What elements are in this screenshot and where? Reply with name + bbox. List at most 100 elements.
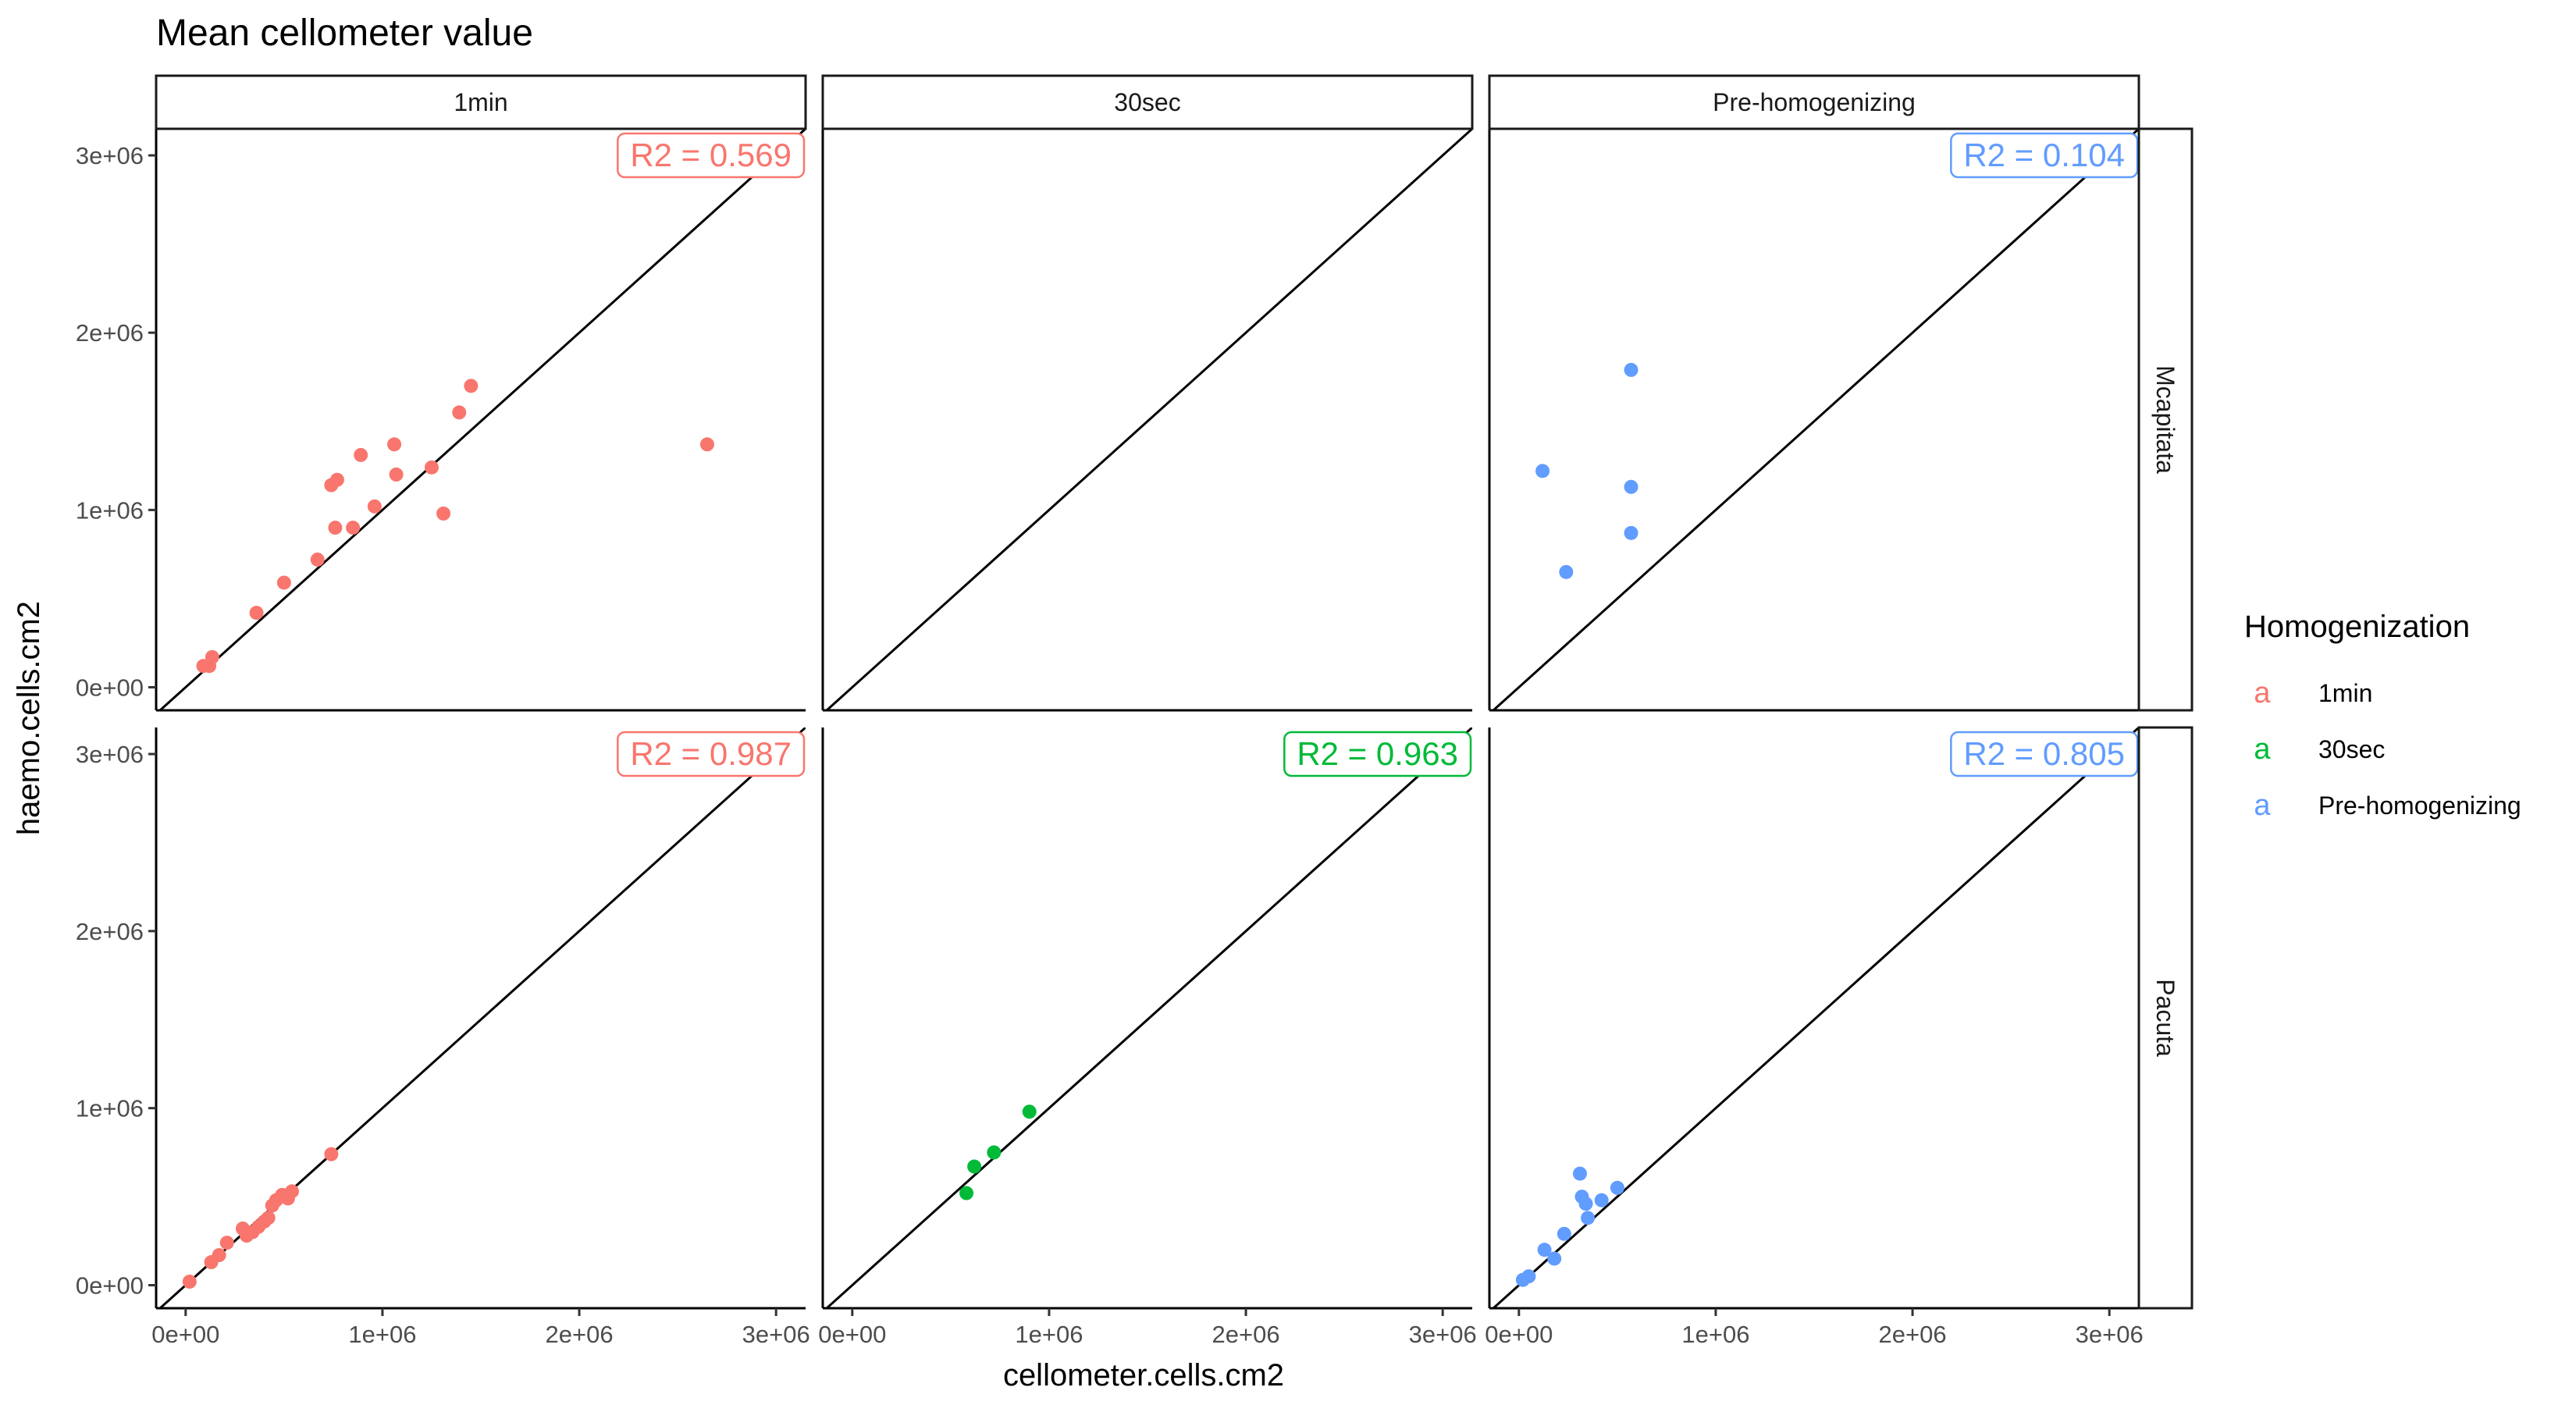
x-tick-label: 0e+00 — [151, 1321, 219, 1348]
data-point — [387, 437, 402, 452]
data-point — [328, 521, 343, 535]
x-axis-title: cellometer.cells.cm2 — [1003, 1358, 1284, 1393]
legend: Homogenization a 1min a 30sec a Pre-homogeniz… — [2244, 610, 2521, 822]
facet-strips: 1min 30sec Pre-homogenizing Mcapitata Pacuta — [155, 74, 2194, 1310]
legend-title: Homogenization — [2244, 610, 2470, 644]
legend-item-1min: a 1min — [2254, 677, 2372, 710]
x-tick-label: 3e+06 — [742, 1321, 810, 1348]
data-point — [1610, 1180, 1624, 1195]
legend-key: a — [2254, 677, 2271, 710]
chart-title: Mean cellometer value — [156, 12, 533, 54]
x-tick-label: 1e+06 — [1015, 1321, 1083, 1348]
r2-label: R2 = 0.569 — [617, 132, 806, 179]
y-tick-label: 0e+00 — [76, 1272, 144, 1300]
x-tick-label: 3e+06 — [2076, 1321, 2144, 1348]
x-tick-label: 2e+06 — [546, 1321, 614, 1348]
y-tick-label: 2e+06 — [76, 319, 144, 347]
axis-ticks: 0e+00 1e+06 2e+06 3e+06 0e+00 1e+06 2e+06 3e+06… — [76, 142, 2144, 1348]
x-tick-label: 1e+06 — [1681, 1321, 1749, 1348]
data-point — [310, 552, 325, 567]
panel-1min-mcapitata: R2 = 0.569 — [155, 129, 806, 712]
r2-text: R2 = 0.104 — [1963, 137, 2125, 173]
panel-30sec-mcapitata — [821, 129, 1472, 712]
strip-30sec: 30sec — [821, 74, 1474, 130]
identity-line — [826, 727, 1472, 1308]
data-point — [424, 460, 439, 475]
y-tick-label: 2e+06 — [76, 918, 144, 945]
strip-label: 1min — [454, 88, 507, 116]
r2-text: R2 = 0.963 — [1297, 735, 1458, 772]
data-point — [324, 1147, 339, 1161]
data-point — [284, 1184, 299, 1199]
identity-line — [826, 129, 1472, 710]
data-point — [1624, 525, 1638, 540]
x-tick-label: 3e+06 — [1409, 1321, 1477, 1348]
data-point — [1572, 1166, 1587, 1181]
data-point — [329, 472, 344, 487]
strip-label: Pacuta — [2151, 979, 2179, 1057]
strip-label: Mcapitata — [2151, 365, 2179, 474]
r2-text: R2 = 0.805 — [1963, 735, 2125, 772]
data-point — [1581, 1211, 1596, 1225]
data-point — [987, 1145, 1002, 1160]
r2-label: R2 = 0.987 — [617, 731, 806, 777]
y-tick-label: 3e+06 — [76, 142, 144, 169]
data-point — [1537, 1243, 1552, 1257]
panel-30sec-pacuta: R2 = 0.963 — [821, 727, 1472, 1310]
x-tick-label: 0e+00 — [818, 1321, 886, 1348]
panels-layer: R2 = 0.569 R2 = 0.104 R2 = 0.987 R2 = 0.963… — [155, 129, 2139, 1310]
legend-items: a 1min a 30sec a Pre-homogenizing — [2254, 677, 2521, 822]
data-point — [1594, 1193, 1609, 1208]
strip-pre-homogenizing: Pre-homogenizing — [1488, 74, 2140, 130]
data-point — [1022, 1104, 1037, 1119]
legend-label: 1min — [2318, 679, 2372, 707]
r2-text: R2 = 0.569 — [630, 137, 792, 173]
panel-1min-pacuta: R2 = 0.987 — [155, 727, 806, 1310]
data-point — [452, 405, 467, 420]
data-point — [1557, 1226, 1571, 1241]
y-tick-label: 1e+06 — [76, 1095, 144, 1122]
identity-line — [1493, 727, 2139, 1308]
data-point — [1547, 1251, 1562, 1266]
data-point — [261, 1211, 276, 1225]
strip-1min: 1min — [155, 74, 807, 130]
r2-label: R2 = 0.963 — [1283, 731, 1472, 777]
r2-label: R2 = 0.805 — [1950, 731, 2139, 777]
data-point — [276, 575, 291, 590]
data-point — [1521, 1269, 1536, 1284]
legend-item-pre-homogenizing: a Pre-homogenizing — [2254, 789, 2521, 822]
data-point — [1578, 1197, 1593, 1211]
data-point — [699, 437, 714, 452]
data-point — [389, 467, 404, 482]
data-point — [959, 1186, 974, 1200]
x-tick-label: 2e+06 — [1212, 1321, 1280, 1348]
legend-key: a — [2254, 789, 2271, 822]
panel-pre-homogenizing-pacuta: R2 = 0.805 — [1488, 727, 2139, 1310]
strip-mcapitata: Mcapitata — [2137, 127, 2194, 712]
data-point — [464, 379, 479, 393]
data-point — [205, 649, 219, 664]
legend-item-30sec: a 30sec — [2254, 733, 2385, 766]
y-tick-label: 3e+06 — [76, 741, 144, 768]
data-point — [249, 606, 264, 621]
x-tick-label: 1e+06 — [348, 1321, 416, 1348]
x-tick-label: 0e+00 — [1485, 1321, 1553, 1348]
identity-line — [159, 129, 806, 710]
r2-label: R2 = 0.104 — [1950, 132, 2139, 179]
panel-pre-homogenizing-mcapitata: R2 = 0.104 — [1488, 129, 2139, 712]
data-point — [219, 1236, 234, 1250]
data-point — [1535, 464, 1550, 478]
legend-key: a — [2254, 733, 2271, 766]
data-point — [1624, 479, 1638, 494]
strip-label: Pre-homogenizing — [1713, 88, 1916, 116]
r2-text: R2 = 0.987 — [630, 735, 792, 772]
y-axis-title: haemo.cells.cm2 — [12, 601, 46, 835]
data-point — [367, 499, 382, 514]
x-tick-label: 2e+06 — [1879, 1321, 1947, 1348]
data-point — [182, 1274, 197, 1289]
data-point — [436, 506, 451, 521]
data-point — [967, 1159, 982, 1174]
data-point — [212, 1247, 226, 1262]
legend-label: 30sec — [2318, 735, 2385, 763]
y-tick-label: 1e+06 — [76, 496, 144, 524]
